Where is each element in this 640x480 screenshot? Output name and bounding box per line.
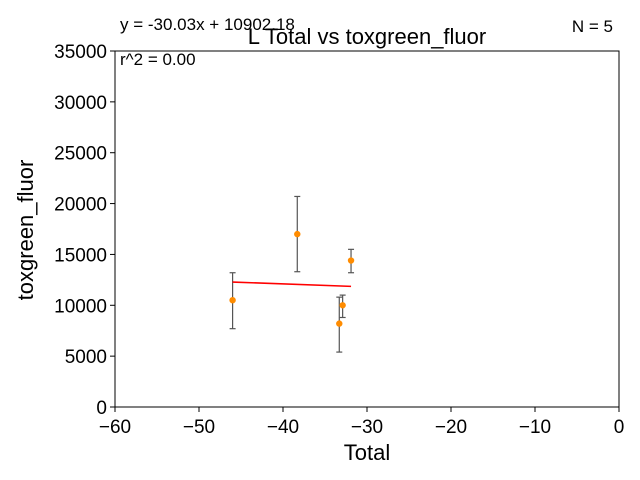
data-point: [347, 257, 355, 264]
x-tick-label: −20: [435, 417, 467, 438]
x-tick-label: −50: [183, 417, 215, 438]
x-tick-label: −30: [351, 417, 383, 438]
r-squared: r^2 = 0.00: [120, 50, 196, 69]
y-axis-label: toxgreen_fluor: [13, 160, 38, 301]
y-tick-label: 10000: [54, 296, 107, 317]
plot-marks: [229, 195, 355, 353]
regression-line: [232, 281, 352, 288]
y-tick-label: 35000: [54, 42, 107, 63]
data-point: [339, 302, 346, 309]
fit-equation: y = -30.03x + 10902.18: [120, 15, 295, 34]
y-tick-label: 5000: [65, 347, 107, 368]
y-tick-label: 15000: [54, 245, 107, 266]
x-tick-label: −60: [99, 417, 131, 438]
y-tick-label: 0: [96, 398, 107, 419]
data-point: [229, 297, 236, 304]
y-tick-label: 20000: [54, 195, 107, 216]
y-tick-label: 30000: [54, 93, 107, 114]
y-axis-ticks: 0 5000 10000 15000 20000 25000 30000 35000: [54, 42, 115, 419]
x-tick-label: −40: [267, 417, 299, 438]
x-axis-ticks: −60 −50 −40 −30 −20 −10 0: [99, 407, 624, 438]
data-point: [336, 320, 343, 327]
data-point: [294, 230, 301, 238]
chart-title: L Total vs toxgreen_fluor: [248, 24, 486, 49]
sample-count: N = 5: [572, 17, 613, 36]
plot-frame: [114, 50, 620, 408]
x-axis-label: Total: [344, 440, 390, 465]
x-tick-label: 0: [614, 417, 625, 438]
y-tick-label: 25000: [54, 144, 107, 165]
x-tick-label: −10: [519, 417, 551, 438]
